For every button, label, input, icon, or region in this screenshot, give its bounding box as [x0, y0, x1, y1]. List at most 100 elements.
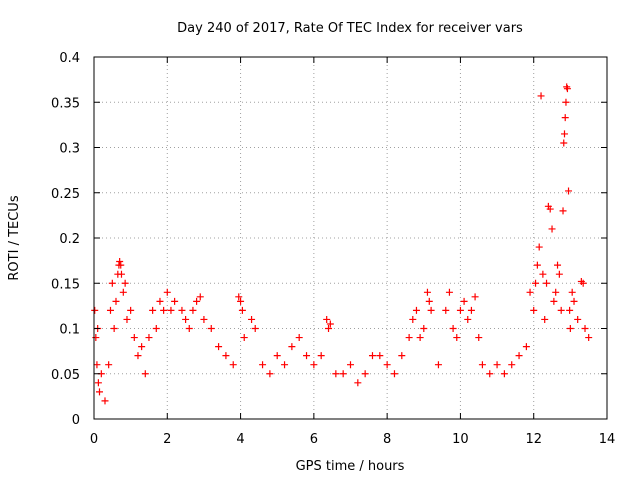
data-point — [119, 288, 127, 296]
data-point — [434, 361, 442, 369]
data-point — [530, 306, 538, 314]
data-point — [112, 297, 120, 305]
x-tick-label: 10 — [452, 432, 469, 447]
data-point — [383, 361, 391, 369]
data-point — [134, 352, 142, 360]
data-point — [464, 315, 472, 323]
data-point — [303, 352, 311, 360]
data-point — [281, 361, 289, 369]
data-point — [449, 325, 457, 332]
data-point — [138, 343, 146, 351]
data-point — [568, 288, 576, 296]
data-point — [577, 277, 585, 285]
data-point — [116, 258, 124, 266]
data-point — [93, 361, 101, 369]
data-point — [222, 352, 230, 360]
data-point — [376, 352, 384, 360]
data-point — [493, 361, 501, 369]
data-point — [323, 315, 331, 323]
data-point — [92, 334, 100, 342]
data-point — [416, 334, 424, 342]
data-point — [500, 370, 508, 378]
data-point — [566, 306, 574, 314]
data-point — [339, 370, 347, 378]
data-point — [535, 243, 543, 251]
data-point — [453, 334, 461, 342]
data-point — [95, 388, 103, 396]
data-point — [251, 325, 259, 332]
x-tick-label: 12 — [525, 432, 542, 447]
data-point — [533, 261, 541, 269]
y-tick-label: 0.4 — [59, 51, 80, 66]
y-tick-label: 0.15 — [51, 277, 80, 292]
data-point — [427, 306, 435, 314]
data-point — [566, 325, 574, 332]
y-tick-label: 0 — [72, 413, 80, 428]
data-point — [347, 361, 354, 369]
data-point — [559, 207, 567, 215]
data-point — [110, 325, 118, 332]
data-point — [317, 352, 325, 360]
data-point — [185, 325, 193, 332]
data-point — [160, 306, 168, 314]
data-point — [561, 114, 569, 122]
x-axis-label: GPS time / hours — [296, 459, 405, 474]
data-point — [423, 288, 431, 296]
x-tick-label: 6 — [310, 432, 318, 447]
data-point — [121, 279, 129, 287]
data-point — [555, 270, 563, 278]
data-point — [390, 370, 398, 378]
data-point — [574, 315, 582, 323]
y-tick-label: 0.35 — [51, 96, 80, 111]
data-point — [550, 297, 558, 305]
data-point — [368, 352, 376, 360]
data-point — [552, 288, 560, 296]
y-axis-label: ROTI / TECUs — [7, 195, 22, 280]
x-tick-label: 14 — [599, 432, 616, 447]
x-tick-label: 0 — [90, 432, 98, 447]
data-point — [456, 306, 464, 314]
data-point — [554, 261, 562, 269]
data-point — [310, 361, 318, 369]
y-tick-label: 0.1 — [59, 323, 80, 338]
data-point — [565, 187, 573, 195]
data-point — [532, 279, 540, 287]
data-point — [325, 325, 333, 332]
data-point — [398, 352, 406, 360]
data-point — [420, 325, 428, 332]
data-point — [478, 361, 486, 369]
data-point — [200, 315, 208, 323]
data-point — [326, 320, 334, 328]
data-point — [471, 293, 479, 301]
data-point — [91, 306, 99, 314]
data-point — [539, 270, 547, 278]
data-point — [94, 379, 102, 387]
data-points — [91, 83, 593, 405]
data-point — [295, 334, 303, 342]
x-tick-label: 2 — [163, 432, 171, 447]
data-point — [117, 270, 125, 278]
data-point — [581, 325, 589, 332]
data-point — [207, 325, 215, 332]
data-point — [557, 306, 565, 314]
data-point — [560, 139, 568, 147]
data-point — [460, 297, 468, 305]
data-point — [182, 315, 190, 323]
data-point — [259, 361, 267, 369]
data-point — [537, 92, 545, 100]
data-point — [196, 293, 204, 301]
data-point — [215, 343, 223, 351]
data-point — [445, 288, 453, 296]
data-point — [570, 297, 578, 305]
data-point — [117, 261, 125, 269]
y-tick-label: 0.2 — [59, 232, 80, 247]
data-point — [409, 315, 417, 323]
data-point — [105, 361, 113, 369]
y-tick-label: 0.3 — [59, 142, 80, 157]
data-point — [486, 370, 494, 378]
data-point — [149, 306, 157, 314]
axis-ticks: 0 2 4 6 8 10 12 14 0 0.05 0.1 0.15 0.2 0.25 0.3 0.35 0.4 — [51, 51, 615, 447]
data-point — [145, 334, 153, 342]
data-point — [108, 279, 116, 287]
